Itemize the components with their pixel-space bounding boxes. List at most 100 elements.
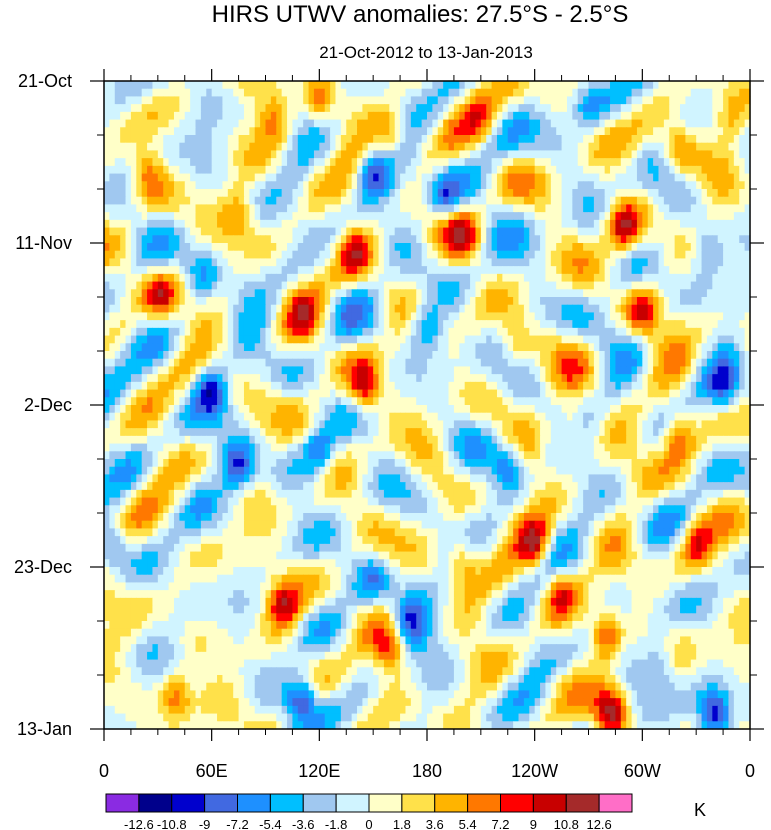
- field-cell: [464, 96, 471, 105]
- field-cell: [701, 173, 708, 182]
- field-cell: [114, 243, 121, 252]
- field-cell: [534, 304, 541, 314]
- field-cell: [109, 304, 116, 314]
- field-cell: [104, 397, 110, 406]
- field-cell: [437, 227, 444, 236]
- field-cell: [486, 320, 493, 329]
- field-cell: [572, 297, 579, 306]
- field-cell: [620, 111, 627, 121]
- field-cell: [642, 104, 649, 113]
- field-cell: [104, 327, 110, 337]
- field-cell: [287, 343, 294, 352]
- field-cell: [486, 289, 493, 298]
- field-cell: [669, 173, 676, 182]
- field-cell: [491, 243, 498, 252]
- field-cell: [669, 88, 676, 98]
- field-cell: [577, 335, 584, 344]
- field-cell: [739, 297, 746, 306]
- field-cell: [173, 127, 180, 136]
- field-cell: [486, 266, 493, 275]
- field-cell: [701, 181, 708, 190]
- field-cell: [744, 266, 751, 275]
- field-cell: [373, 165, 380, 175]
- field-cell: [324, 96, 331, 105]
- field-cell: [405, 150, 412, 159]
- field-cell: [706, 351, 713, 360]
- field-cell: [744, 181, 751, 190]
- field-cell: [464, 304, 471, 314]
- field-cell: [109, 81, 116, 90]
- field-cell: [211, 304, 218, 314]
- field-cell: [642, 189, 649, 198]
- field-cell: [712, 366, 719, 375]
- field-cell: [383, 304, 390, 314]
- field-cell: [394, 273, 401, 283]
- field-cell: [701, 119, 708, 128]
- field-cell: [217, 250, 224, 260]
- field-cell: [599, 135, 606, 144]
- field-cell: [152, 204, 159, 213]
- field-cell: [281, 250, 288, 260]
- field-cell: [545, 327, 552, 337]
- field-cell: [701, 266, 708, 275]
- field-cell: [486, 381, 493, 391]
- field-cell: [556, 289, 563, 298]
- field-cell: [243, 335, 250, 344]
- field-cell: [696, 204, 703, 213]
- field-cell: [523, 289, 530, 298]
- field-cell: [480, 119, 487, 128]
- field-cell: [663, 212, 670, 221]
- field-cell: [577, 389, 584, 398]
- field-cell: [550, 312, 557, 321]
- field-cell: [437, 158, 444, 167]
- field-cell: [200, 243, 207, 252]
- field-cell: [173, 142, 180, 152]
- field-cell: [566, 304, 573, 314]
- field-cell: [222, 173, 229, 182]
- field-cell: [680, 320, 686, 329]
- field-cell: [561, 358, 568, 368]
- field-cell: [217, 135, 224, 144]
- field-cell: [383, 196, 390, 206]
- field-cell: [109, 297, 116, 306]
- field-cell: [405, 173, 412, 182]
- field-cell: [647, 204, 654, 213]
- field-cell: [448, 297, 455, 306]
- field-cell: [739, 96, 746, 105]
- field-cell: [114, 219, 121, 229]
- field-cell: [615, 381, 622, 391]
- field-cell: [599, 343, 606, 352]
- field-cell: [566, 327, 573, 337]
- field-cell: [141, 212, 148, 221]
- field-cell: [636, 327, 643, 337]
- field-cell: [335, 158, 342, 167]
- field-cell: [739, 111, 746, 121]
- field-cell: [728, 297, 735, 306]
- field-cell: [340, 281, 347, 290]
- field-cell: [313, 173, 320, 182]
- field-cell: [491, 397, 498, 406]
- field-cell: [491, 266, 498, 275]
- field-cell: [610, 96, 617, 105]
- field-cell: [211, 266, 218, 275]
- field-cell: [674, 219, 681, 229]
- field-cell: [529, 165, 536, 175]
- field-cell: [405, 304, 412, 314]
- field-cell: [733, 150, 740, 159]
- field-cell: [523, 119, 530, 128]
- field-cell: [561, 374, 568, 383]
- field-cell: [335, 111, 342, 121]
- field-cell: [631, 196, 638, 206]
- field-cell: [389, 81, 396, 90]
- field-cell: [540, 173, 547, 182]
- field-cell: [200, 96, 207, 105]
- field-cell: [583, 366, 590, 375]
- field-cell: [626, 204, 633, 213]
- field-cell: [147, 312, 154, 321]
- field-cell: [739, 158, 746, 167]
- field-cell: [518, 335, 525, 344]
- field-cell: [157, 119, 164, 128]
- field-cell: [529, 81, 536, 90]
- field-cell: [243, 135, 250, 144]
- field-cell: [523, 173, 530, 182]
